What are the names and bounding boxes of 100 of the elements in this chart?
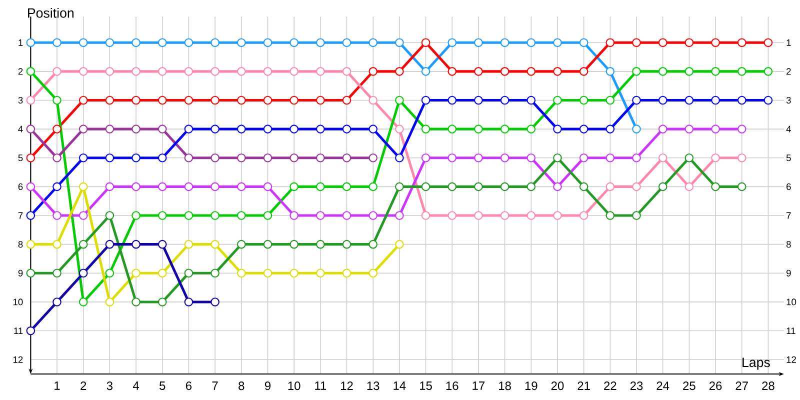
point xyxy=(553,96,562,105)
point xyxy=(684,67,694,76)
point xyxy=(606,153,615,162)
point xyxy=(52,211,62,220)
point xyxy=(632,38,641,48)
point xyxy=(711,38,720,48)
point xyxy=(553,182,562,192)
x-tick-label: 23 xyxy=(630,382,643,390)
point xyxy=(78,268,88,278)
point xyxy=(132,38,140,48)
point xyxy=(105,268,114,278)
point xyxy=(105,153,114,162)
point xyxy=(184,38,194,48)
point xyxy=(290,211,298,220)
point xyxy=(395,211,404,220)
point xyxy=(132,124,140,134)
point xyxy=(316,153,325,162)
point xyxy=(78,124,88,134)
point xyxy=(342,124,352,134)
x-tick-label: 8 xyxy=(238,382,244,390)
y2-tick-label: 7 xyxy=(786,212,791,219)
point xyxy=(579,67,588,76)
y2-tick-label: 8 xyxy=(786,241,791,248)
point xyxy=(26,182,36,192)
point xyxy=(158,211,167,220)
point xyxy=(474,211,483,220)
point xyxy=(632,182,641,192)
point xyxy=(236,38,246,48)
point xyxy=(395,67,404,76)
point xyxy=(684,124,694,134)
point xyxy=(132,182,140,192)
point xyxy=(448,96,457,105)
point xyxy=(316,38,325,48)
point xyxy=(632,153,641,162)
point xyxy=(658,124,668,134)
point xyxy=(658,67,668,76)
point xyxy=(316,124,325,134)
point xyxy=(606,124,615,134)
point xyxy=(210,67,220,76)
point xyxy=(78,240,88,249)
point xyxy=(263,182,272,192)
point xyxy=(737,96,746,105)
y2-tick-label: 11 xyxy=(786,328,796,334)
point xyxy=(764,38,773,48)
point xyxy=(342,211,352,220)
point xyxy=(26,124,36,134)
y-tick-label: 6 xyxy=(18,183,23,190)
y-axis-title: Position xyxy=(28,8,74,18)
point xyxy=(658,153,668,162)
point xyxy=(606,38,615,48)
point xyxy=(158,240,167,249)
point xyxy=(526,38,536,48)
point xyxy=(184,298,194,306)
x-tick-label: 19 xyxy=(525,382,538,390)
point xyxy=(52,96,62,105)
y-tick-label: 9 xyxy=(18,270,23,276)
x-tick-label: 25 xyxy=(683,382,696,390)
point xyxy=(184,96,194,105)
x-tick-label: 7 xyxy=(212,382,218,390)
point xyxy=(342,153,352,162)
point xyxy=(184,124,194,134)
y2-tick-label: 12 xyxy=(786,356,796,363)
x-tick-label: 13 xyxy=(367,382,380,390)
point xyxy=(210,153,220,162)
point xyxy=(26,67,36,76)
point xyxy=(52,38,62,48)
point xyxy=(26,240,36,249)
point xyxy=(500,38,510,48)
point xyxy=(368,38,378,48)
point xyxy=(158,182,167,192)
point xyxy=(342,38,352,48)
y2-tick-label: 6 xyxy=(786,183,791,190)
point xyxy=(632,67,641,76)
point xyxy=(342,96,352,105)
x-tick-label: 12 xyxy=(341,382,353,390)
x-tick-label: 11 xyxy=(315,382,326,390)
point xyxy=(632,124,641,134)
point xyxy=(342,268,352,278)
point xyxy=(132,96,140,105)
point xyxy=(132,211,140,220)
point xyxy=(26,96,36,105)
point xyxy=(711,67,720,76)
point xyxy=(263,96,272,105)
point xyxy=(395,182,404,192)
point xyxy=(158,124,167,134)
point xyxy=(290,67,298,76)
point xyxy=(606,96,615,105)
point xyxy=(316,240,325,249)
point xyxy=(52,268,62,278)
point xyxy=(132,268,140,278)
point xyxy=(263,240,272,249)
point xyxy=(290,182,298,192)
point xyxy=(236,268,246,278)
point xyxy=(764,96,773,105)
point xyxy=(184,211,194,220)
x-tick-label: 1 xyxy=(54,382,60,390)
point xyxy=(342,67,352,76)
point xyxy=(368,96,378,105)
point xyxy=(236,211,246,220)
point xyxy=(236,182,246,192)
